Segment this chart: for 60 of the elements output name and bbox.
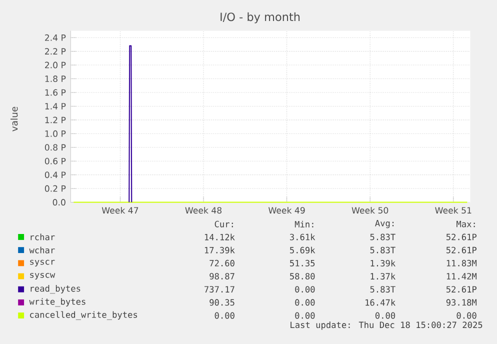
text: 5.83T xyxy=(370,234,396,240)
legend-label: syscr xyxy=(30,260,55,266)
y-tick-label: 2.0 P xyxy=(45,62,66,68)
text: 52.61P xyxy=(446,234,477,240)
text: 0.00 xyxy=(214,312,234,319)
legend-label: wchar xyxy=(29,246,55,254)
y-tick-label: 2.4 P xyxy=(45,34,66,41)
x-tick-label: Week 49 xyxy=(268,206,305,214)
y-tick-label: 0.0 xyxy=(52,199,66,206)
text: Avg: xyxy=(375,220,394,228)
text: 52.61P xyxy=(446,286,477,293)
text: 3.61k xyxy=(290,234,316,240)
y-tick-label: 0.8 P xyxy=(44,144,66,151)
x-tick-label: Week 51 xyxy=(435,206,472,214)
y-tick-label: 0.4 P xyxy=(44,172,66,178)
y-tick-label: 1.6 P xyxy=(45,89,66,96)
text: 72.60 xyxy=(210,260,234,266)
chart-title: I/O - by month xyxy=(220,12,300,24)
text: 0.00 xyxy=(375,312,396,319)
legend-label: rchar xyxy=(30,234,55,240)
text: Min: xyxy=(294,220,314,228)
legend-label: syscw xyxy=(30,272,56,280)
text: 1.37k xyxy=(370,272,396,280)
text: 17.39k xyxy=(204,246,235,254)
y-tick-label: 0.6 P xyxy=(44,158,66,164)
text: 58.80 xyxy=(290,272,315,280)
y-tick-label: 1.2 P xyxy=(45,116,66,124)
y-tick-label: 2.2 P xyxy=(45,48,66,54)
text: 14.12k xyxy=(204,234,235,240)
text: 90.35 xyxy=(210,299,234,306)
text: 98.87 xyxy=(210,272,234,280)
legend-label: read_bytes xyxy=(30,285,80,294)
y-tick-label: 0.2 P xyxy=(44,185,66,192)
text: 737.17 xyxy=(204,286,234,293)
text: 0.00 xyxy=(295,286,315,293)
text: 0.00 xyxy=(295,312,315,319)
text: Max: xyxy=(456,220,475,228)
text: 1.39k xyxy=(370,260,396,266)
x-tick-label: Week 50 xyxy=(352,206,388,214)
y-tick-label: 1.8 P xyxy=(45,76,66,82)
text: 11.83M xyxy=(446,260,477,266)
x-tick-label: Week 47 xyxy=(102,206,138,214)
y-tick-label: 1.4 P xyxy=(45,103,66,110)
text: 16.47k xyxy=(366,299,396,306)
text: 11.42M xyxy=(446,273,477,280)
legend-label: write_bytes xyxy=(29,298,86,307)
x-tick-label: Week 48 xyxy=(185,206,222,214)
legend-label: cancelled_write_bytes xyxy=(30,311,138,320)
text: 5.83T xyxy=(370,286,396,293)
text: 0.00 xyxy=(295,299,315,306)
text: 0.00 xyxy=(456,312,476,319)
y-tick-label: 1.0 P xyxy=(45,130,66,137)
text: Last update: Thu Dec 18 15:00:27 2025 xyxy=(290,321,482,330)
y-axis-title: value xyxy=(10,106,18,132)
text: 5.83T xyxy=(370,246,396,254)
text: 93.18M xyxy=(446,299,477,306)
text: Cur: xyxy=(214,220,233,228)
text: 51.35 xyxy=(290,260,315,266)
text: 52.61P xyxy=(446,246,477,254)
text: 5.69k xyxy=(290,246,316,254)
